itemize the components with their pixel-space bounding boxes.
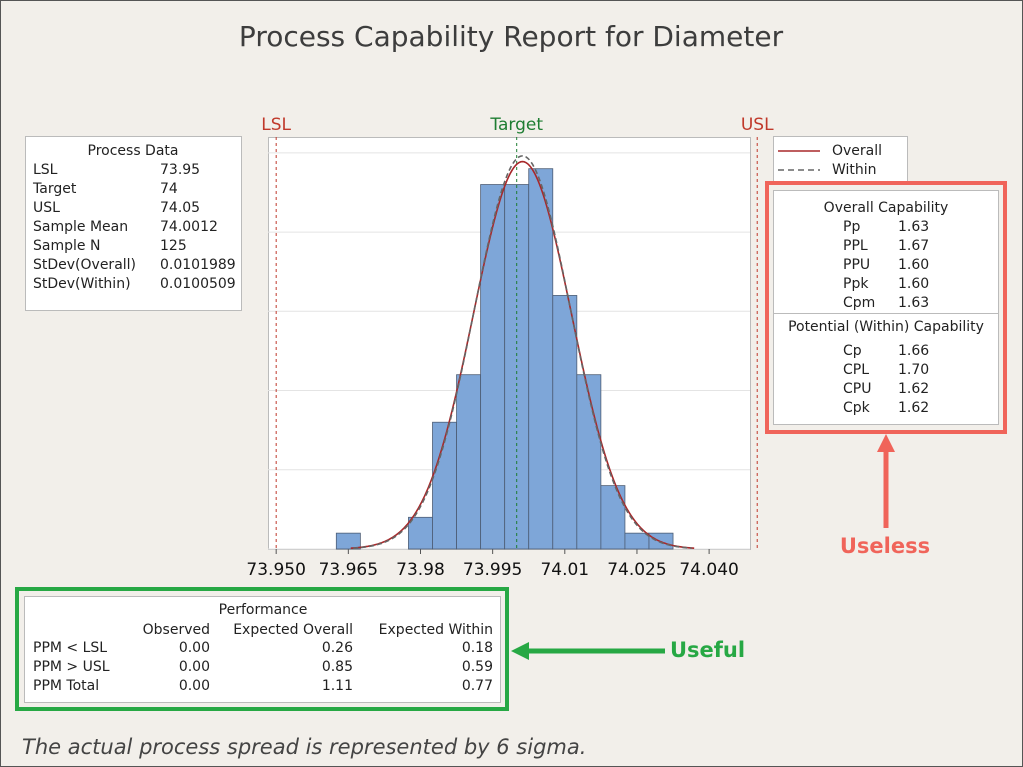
x-tick-label: 73.98	[396, 560, 445, 580]
row-value: 0.0101989	[160, 257, 236, 273]
row-value: 1.63	[898, 295, 929, 311]
bar	[600, 485, 626, 550]
row-value: 1.67	[898, 238, 929, 254]
bar	[624, 532, 650, 550]
row-value: 74.0012	[160, 219, 218, 235]
row-value: 1.62	[898, 381, 929, 397]
bar	[456, 374, 482, 550]
row-label: StDev(Overall)	[33, 257, 136, 273]
spec-label: USL	[741, 115, 774, 135]
row-label: StDev(Within)	[33, 276, 131, 292]
row-label: Sample Mean	[33, 219, 128, 235]
fit-curve	[350, 160, 695, 549]
cell: 0.77	[462, 678, 493, 694]
arrow-head	[511, 642, 529, 660]
row-value: 73.95	[160, 162, 200, 178]
row-label: CPL	[843, 362, 869, 378]
panel-title: Potential (Within) Capability	[788, 319, 984, 335]
row-value: 74.05	[160, 200, 200, 216]
cell: 0.59	[462, 659, 493, 675]
row-label: PPM Total	[33, 678, 99, 694]
arrow-head	[877, 434, 895, 452]
x-tick-label: 74.01	[540, 560, 589, 580]
cell: 0.00	[179, 659, 210, 675]
bar	[576, 374, 602, 550]
row-value: 1.70	[898, 362, 929, 378]
cell: 0.85	[322, 659, 353, 675]
x-tick-label: 74.025	[607, 560, 666, 580]
row-value: 0.0100509	[160, 276, 236, 292]
row-value: 74	[160, 181, 178, 197]
footnote: The actual process spread is represented…	[22, 735, 586, 759]
row-label: Ppk	[843, 276, 869, 292]
legend-label: Overall	[832, 143, 882, 159]
row-value: 125	[160, 238, 187, 254]
row-label: Cp	[843, 343, 862, 359]
cell: 0.26	[322, 640, 353, 656]
bar	[335, 532, 361, 550]
row-value: 1.62	[898, 400, 929, 416]
bar	[480, 184, 506, 550]
capability-box	[773, 190, 999, 425]
row-value: 1.63	[898, 219, 929, 235]
bar	[552, 295, 578, 550]
row-value: 1.60	[898, 276, 929, 292]
panel-title: Process Data	[88, 143, 179, 159]
column-header: Expected Overall	[233, 622, 353, 638]
row-label: PPM > USL	[33, 659, 110, 675]
row-label: PPU	[843, 257, 870, 273]
cell: 0.00	[179, 640, 210, 656]
cell: 0.18	[462, 640, 493, 656]
row-label: Target	[32, 181, 77, 197]
x-tick-label: 73.950	[246, 560, 305, 580]
row-label: CPU	[843, 381, 871, 397]
annotation: Useless	[840, 534, 930, 558]
spec-label: LSL	[261, 115, 291, 135]
row-label: Cpm	[843, 295, 875, 311]
panel-title: Performance	[219, 602, 308, 618]
annotation: Useful	[670, 638, 745, 662]
highlight-box	[765, 181, 1007, 434]
cell: 0.00	[179, 678, 210, 694]
column-header: Observed	[143, 622, 210, 638]
x-tick-label: 73.965	[319, 560, 378, 580]
row-label: Sample N	[33, 238, 100, 254]
column-header: Expected Within	[379, 622, 493, 638]
highlight-box	[15, 587, 509, 711]
row-label: Cpk	[843, 400, 871, 416]
row-value: 1.60	[898, 257, 929, 273]
performance-box	[24, 596, 501, 703]
row-label: PPM < LSL	[33, 640, 107, 656]
panel-title: Overall Capability	[824, 200, 949, 216]
row-label: USL	[33, 200, 60, 216]
x-tick-label: 74.040	[679, 560, 738, 580]
row-value: 1.66	[898, 343, 929, 359]
bar	[528, 168, 554, 550]
row-label: LSL	[33, 162, 58, 178]
legend-box	[773, 136, 908, 184]
row-label: Pp	[843, 219, 860, 235]
legend-label: Within	[832, 162, 877, 178]
fit-curve	[353, 155, 692, 549]
spec-label: Target	[489, 115, 543, 135]
bar	[408, 516, 433, 550]
row-label: PPL	[843, 238, 868, 254]
x-tick-label: 73.995	[463, 560, 522, 580]
process-data-box	[25, 136, 242, 311]
title: Process Capability Report for Diameter	[239, 20, 784, 53]
cell: 1.11	[322, 678, 353, 694]
